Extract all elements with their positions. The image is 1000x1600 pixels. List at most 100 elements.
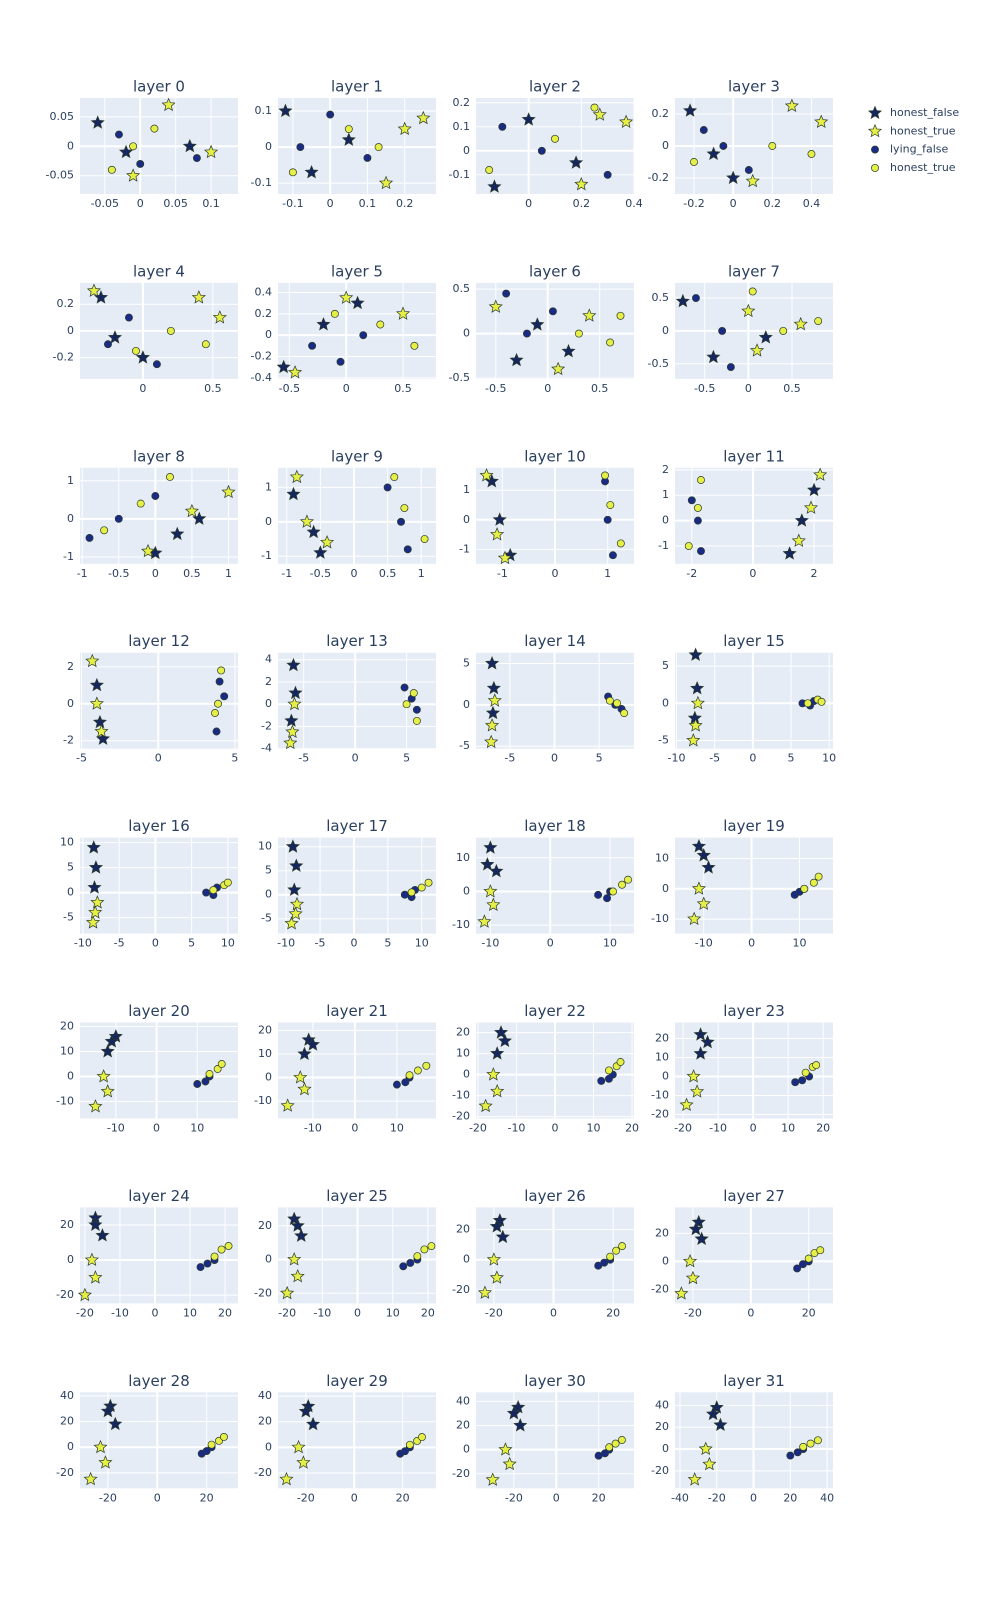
point: [807, 150, 816, 158]
point: [798, 1076, 807, 1085]
point: [691, 838, 706, 853]
point: [683, 1254, 698, 1268]
point: [594, 890, 603, 899]
point: [617, 1436, 626, 1444]
x-tick-label: -0.2: [683, 197, 704, 210]
point: [699, 126, 708, 134]
point: [687, 496, 696, 505]
point: [693, 1046, 708, 1060]
point: [427, 1242, 436, 1250]
point: [791, 1078, 800, 1087]
point: [184, 503, 199, 518]
subplot: layer 13 -5 0 5 -4 -2 0 2 4: [261, 632, 436, 765]
point: [192, 154, 201, 163]
y-tick-label: -0.4: [251, 371, 272, 384]
y-tick-label: 1: [265, 480, 272, 493]
point: [296, 1455, 311, 1469]
point: [609, 887, 618, 896]
y-tick-label: 0: [662, 514, 669, 527]
x-tick-label: -5: [298, 752, 309, 765]
subplot-title: layer 13: [326, 632, 388, 650]
point: [107, 330, 123, 344]
point: [706, 349, 721, 364]
point: [688, 647, 703, 661]
point: [791, 533, 806, 547]
point: [166, 326, 175, 335]
x-tick-label: -10: [277, 937, 295, 950]
y-tick-label: 5: [265, 864, 272, 877]
x-tick-label: 2: [811, 567, 818, 580]
point: [299, 514, 314, 528]
y-tick-label: 0.1: [255, 104, 273, 117]
y-tick-label: 1: [662, 488, 669, 501]
point: [489, 863, 504, 878]
x-tick-label: 5: [231, 752, 238, 765]
point: [170, 526, 185, 541]
point: [768, 142, 777, 150]
y-tick-label: -20: [56, 1466, 74, 1479]
y-tick-label: 1: [67, 474, 74, 487]
point: [400, 683, 409, 692]
point: [217, 1245, 226, 1254]
plot-area: [80, 467, 238, 564]
point: [624, 875, 632, 884]
subplot-title: layer 16: [128, 817, 190, 835]
point: [489, 1270, 504, 1284]
point: [479, 468, 494, 482]
point: [306, 1416, 321, 1431]
subplot-title: layer 31: [723, 1372, 785, 1390]
y-tick-label: 0: [463, 144, 470, 157]
y-tick-label: 0.5: [453, 282, 471, 295]
y-tick-label: 0.2: [255, 307, 273, 320]
point: [119, 144, 134, 159]
subplot-title: layer 28: [128, 1372, 190, 1390]
x-tick-label: -40: [671, 1491, 689, 1504]
y-tick-label: -0.05: [46, 169, 74, 182]
point: [287, 696, 302, 711]
x-tick-label: 0.4: [625, 197, 643, 210]
x-tick-label: 20: [816, 1122, 830, 1135]
x-tick-label: 5: [403, 752, 410, 765]
point: [293, 1070, 308, 1084]
point: [697, 547, 705, 556]
x-tick-label: 0: [747, 1306, 754, 1319]
point: [94, 724, 109, 738]
subplot-title: layer 29: [326, 1372, 388, 1390]
x-tick-label: -20: [469, 1122, 487, 1135]
point: [812, 1061, 821, 1070]
point: [136, 499, 145, 508]
point: [280, 1285, 295, 1300]
point: [497, 550, 513, 565]
y-tick-label: -20: [452, 1467, 470, 1480]
point: [718, 326, 727, 335]
point: [750, 343, 765, 357]
point: [480, 857, 495, 871]
x-tick-label: -10: [313, 1306, 331, 1319]
point: [400, 890, 409, 899]
point: [741, 303, 756, 318]
point: [502, 289, 511, 298]
y-tick-label: 0: [463, 1253, 470, 1266]
y-tick-label: 1: [463, 483, 470, 496]
y-tick-label: 0: [662, 139, 669, 152]
point: [359, 331, 368, 340]
point: [813, 467, 828, 481]
point: [417, 883, 426, 892]
point: [406, 1258, 415, 1267]
subplot-title: layer 2: [529, 78, 581, 96]
point: [803, 500, 819, 514]
point: [100, 526, 109, 535]
point: [161, 97, 176, 112]
point: [201, 340, 210, 349]
point: [569, 155, 584, 169]
point: [590, 103, 599, 112]
plot-area: [278, 1392, 436, 1489]
x-tick-label: 0: [354, 1306, 361, 1319]
point: [694, 1231, 709, 1246]
x-tick-label: 0: [155, 752, 162, 765]
point: [210, 1252, 219, 1261]
point: [597, 1076, 606, 1085]
point: [603, 894, 612, 903]
point: [115, 130, 123, 139]
